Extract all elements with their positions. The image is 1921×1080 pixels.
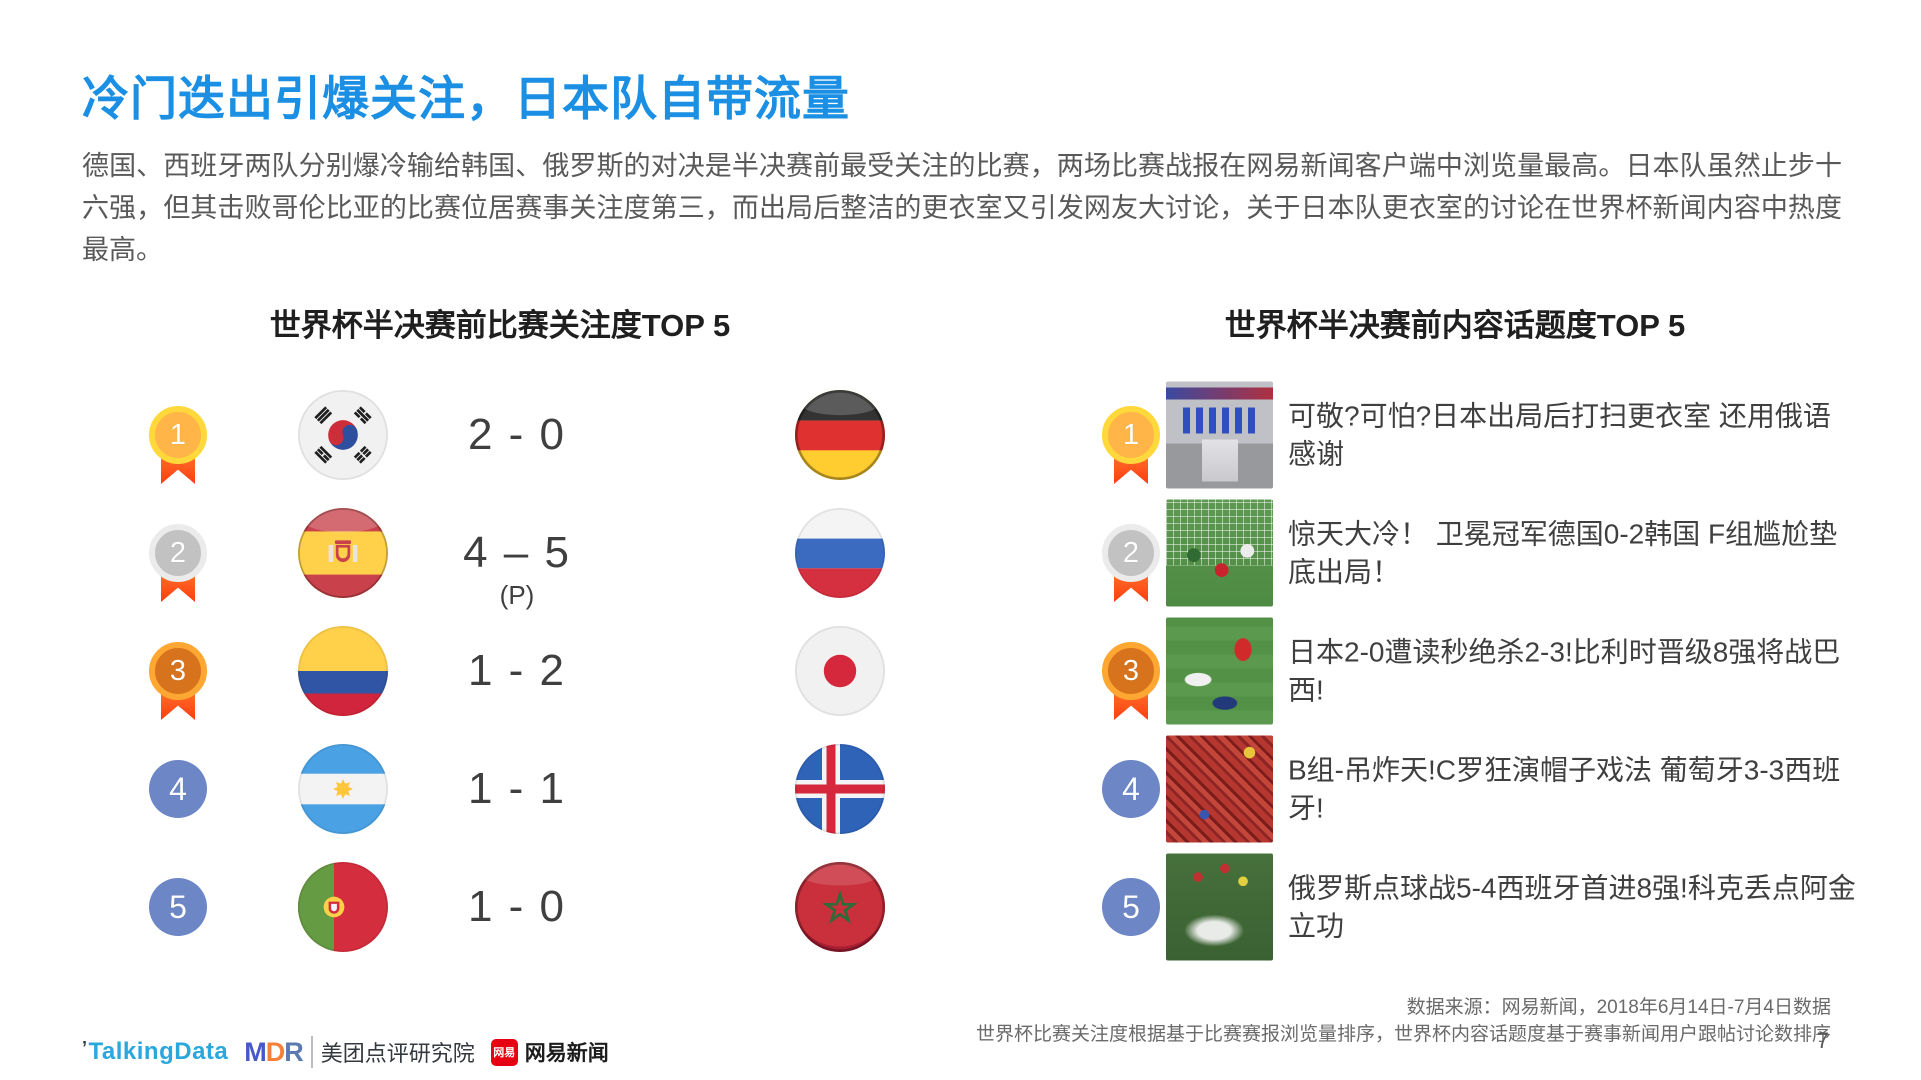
match-row-rank-4: 4 1 - 1 [100, 730, 940, 848]
topic-row-rank-1: 1 可敬?可怕?日本出局后打扫更衣室 还用俄语感谢 [1100, 376, 1890, 494]
news-thumbnail-goal-upset [1166, 499, 1273, 607]
netease-news-label: 网易新闻 [524, 1042, 609, 1065]
flag-colombia-icon [298, 626, 388, 716]
rank-number: 2 [1102, 524, 1160, 582]
news-headline: 惊天大冷！ 卫冕冠军德国0-2韩国 F组尴尬垫底出局！ [1288, 518, 1838, 587]
match-score: 1 - 2 [427, 646, 607, 696]
match-row-rank-2: 2 4 – 5 (P) [100, 494, 940, 612]
netease-news-logo: 网易 网易新闻 [490, 1037, 609, 1067]
netease-badge-icon: 网易 [490, 1038, 518, 1066]
rank-1-medal-icon: 1 [1102, 406, 1160, 486]
rank-3-medal-icon: 3 [149, 642, 207, 722]
score-value: 1 - 2 [467, 646, 567, 695]
matches-section-title: 世界杯半决赛前比赛关注度TOP 5 [269, 308, 731, 343]
topic-row-rank-2: 2 惊天大冷！ 卫冕冠军德国0-2韩国 F组尴尬垫底出局！ [1100, 494, 1890, 612]
match-score: 1 - 1 [427, 764, 607, 814]
match-row-rank-5: 5 1 - 0 [100, 848, 940, 966]
mdr-logo-icon: MDR [244, 1036, 303, 1067]
score-note: (P) [499, 580, 535, 610]
rank-number: 5 [1102, 878, 1160, 936]
rank-number: 4 [1102, 760, 1160, 818]
score-value: 1 - 1 [467, 764, 567, 813]
news-thumbnail-pitch-despair [1166, 617, 1273, 725]
source-line-1: 数据来源：网易新闻，2018年6月14日-7月4日数据 [1406, 997, 1831, 1018]
rank-5-medal-icon: 5 [1102, 878, 1160, 958]
flag-russia-icon [795, 508, 885, 598]
rank-number: 5 [149, 878, 207, 936]
rank-number: 3 [1102, 642, 1160, 700]
flag-spain-icon [298, 508, 388, 598]
topics-ranking-list: 1 可敬?可怕?日本出局后打扫更衣室 还用俄语感谢 2 惊天大冷！ 卫冕冠军德国0-… [1100, 376, 1890, 966]
score-value: 4 – 5 [463, 528, 571, 577]
match-score: 4 – 5 (P) [427, 528, 607, 610]
news-headline: 日本2-0遭读秒绝杀2-3!比利时晋级8强将战巴西! [1288, 636, 1841, 705]
flag-south-korea-icon [298, 390, 388, 480]
topics-section-title: 世界杯半决赛前内容话题度TOP 5 [1224, 308, 1686, 343]
flag-argentina-icon [298, 744, 388, 834]
rank-number: 4 [149, 760, 207, 818]
news-thumbnail-red-crowd [1166, 735, 1273, 843]
flag-iceland-icon [795, 744, 885, 834]
news-headline: 俄罗斯点球战5-4西班牙首进8强!科克丢点阿金立功 [1288, 872, 1856, 941]
match-row-rank-3: 3 1 - 2 [100, 612, 940, 730]
rank-2-medal-icon: 2 [1102, 524, 1160, 604]
rank-5-medal-icon: 5 [149, 878, 207, 958]
match-score: 1 - 0 [427, 882, 607, 932]
rank-2-medal-icon: 2 [149, 524, 207, 604]
news-thumbnail-celebration [1166, 853, 1273, 961]
meituan-dianping-logo: MDR 美团点评研究院 [244, 1036, 475, 1068]
footer-logos: TalkingData MDR 美团点评研究院 网易 网易新闻 [82, 1036, 609, 1068]
flag-germany-icon [795, 390, 885, 480]
topic-row-rank-4: 4 B组-吊炸天!C罗狂演帽子戏法 葡萄牙3-3西班牙! [1100, 730, 1890, 848]
page-number: 7 [1816, 1028, 1829, 1053]
rank-number: 1 [149, 406, 207, 464]
matches-ranking-list: 1 2 - 0 2 4 – 5 (P) [100, 376, 940, 966]
news-headline: 可敬?可怕?日本出局后打扫更衣室 还用俄语感谢 [1288, 400, 1831, 469]
topic-row-rank-3: 3 日本2-0遭读秒绝杀2-3!比利时晋级8强将战巴西! [1100, 612, 1890, 730]
flag-portugal-icon [298, 862, 388, 952]
intro-paragraph: 德国、西班牙两队分别爆冷输给韩国、俄罗斯的对决是半决赛前最受关注的比赛，两场比赛… [82, 151, 1842, 265]
score-value: 2 - 0 [467, 410, 567, 459]
news-headline: B组-吊炸天!C罗狂演帽子戏法 葡萄牙3-3西班牙! [1288, 754, 1841, 823]
news-thumbnail-locker-room [1166, 381, 1273, 489]
score-value: 1 - 0 [467, 882, 567, 931]
meituan-research-label: 美团点评研究院 [310, 1036, 475, 1068]
rank-4-medal-icon: 4 [1102, 760, 1160, 840]
flag-morocco-icon [795, 862, 885, 952]
rank-number: 3 [149, 642, 207, 700]
rank-number: 1 [1102, 406, 1160, 464]
source-line-2: 世界杯比赛关注度根据基于比赛赛报浏览量排序，世界杯内容话题度基于赛事新闻用户跟帖… [975, 1023, 1831, 1045]
rank-1-medal-icon: 1 [149, 406, 207, 486]
page-title: 冷门迭出引爆关注，日本队自带流量 [82, 72, 850, 125]
rank-number: 2 [149, 524, 207, 582]
match-score: 2 - 0 [427, 410, 607, 460]
match-row-rank-1: 1 2 - 0 [100, 376, 940, 494]
flag-japan-icon [795, 626, 885, 716]
data-source-notes: 数据来源：网易新闻，2018年6月14日-7月4日数据 世界杯比赛关注度根据基于… [976, 995, 1831, 1048]
rank-3-medal-icon: 3 [1102, 642, 1160, 722]
topic-row-rank-5: 5 俄罗斯点球战5-4西班牙首进8强!科克丢点阿金立功 [1100, 848, 1890, 966]
rank-4-medal-icon: 4 [149, 760, 207, 840]
talkingdata-logo: TalkingData [82, 1038, 228, 1066]
